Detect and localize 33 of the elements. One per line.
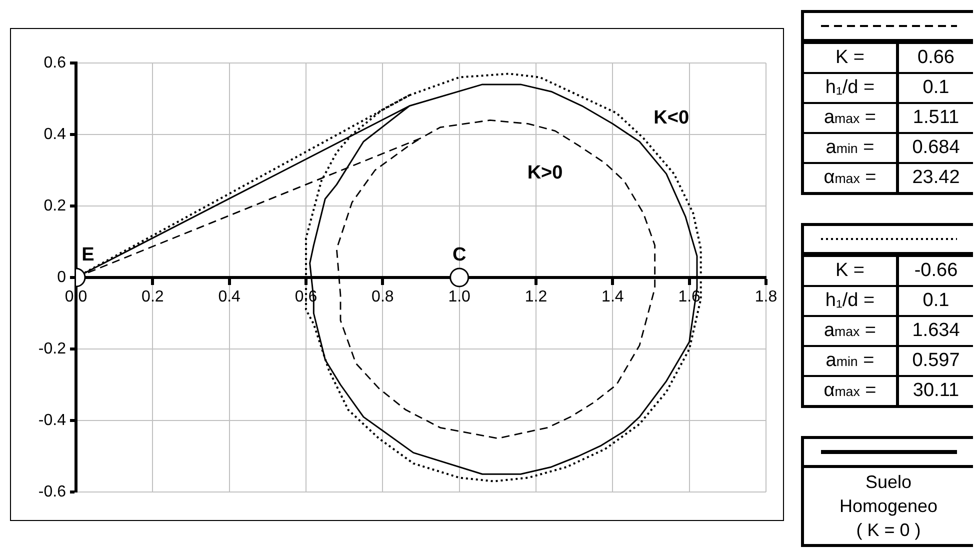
text: 0.684 — [911, 136, 961, 160]
y-tick-label: 0 — [57, 268, 66, 286]
text: h₁/d = — [804, 287, 899, 315]
text: Suelo Homogeneo ( K = 0 ) — [838, 471, 938, 542]
annotation: C — [452, 244, 466, 266]
y-tick-label: -0.4 — [38, 412, 66, 429]
text: 30.11 — [912, 379, 960, 403]
y-tick-label: -0.2 — [38, 340, 66, 358]
series-label: K>0 — [527, 162, 563, 184]
y-tick-label: 0.2 — [44, 197, 66, 214]
text: K = — [804, 44, 899, 72]
x-tick-label: 1.8 — [754, 288, 778, 306]
text: 0.66 — [916, 46, 956, 70]
text: -0.66 — [913, 259, 959, 283]
text: 1.511 — [912, 106, 960, 130]
series-label: K<0 — [654, 107, 690, 128]
text: h₁/d = — [804, 74, 899, 102]
x-tick-label: 1.0 — [448, 288, 471, 306]
text: 0.597 — [911, 349, 961, 373]
x-tick-label: 0.2 — [142, 288, 164, 306]
x-tick-label: 1.2 — [524, 288, 548, 306]
y-tick-label: -0.6 — [38, 483, 66, 500]
text: 1.634 — [911, 319, 961, 343]
text: 0.1 — [922, 76, 950, 100]
y-tick-label: 0.4 — [44, 126, 66, 143]
text: 0.1 — [922, 289, 950, 313]
x-tick-label: 0.8 — [372, 288, 394, 306]
annotation: E — [82, 244, 94, 266]
x-tick-label: 0.4 — [218, 288, 241, 306]
text: K = — [804, 257, 899, 285]
x-tick-label: 1.4 — [602, 288, 624, 306]
text: 23.42 — [911, 166, 961, 190]
y-tick-label: 0.6 — [44, 54, 66, 72]
